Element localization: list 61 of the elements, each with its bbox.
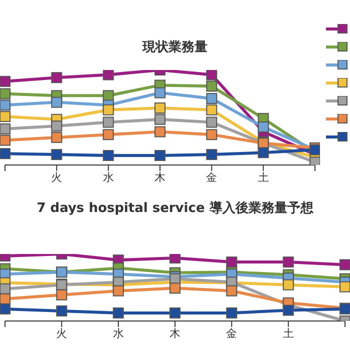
point [154, 126, 166, 138]
point [154, 87, 166, 98]
point [102, 129, 114, 140]
x-tick-label: 水 [102, 170, 114, 184]
point [102, 150, 114, 161]
point [206, 149, 218, 160]
point [112, 307, 124, 318]
point [51, 120, 62, 132]
point [51, 96, 62, 108]
point [0, 148, 10, 160]
point [154, 150, 166, 161]
point [51, 72, 62, 84]
point [206, 80, 218, 92]
point [226, 285, 238, 296]
point [340, 259, 350, 270]
point [170, 307, 180, 318]
chart-title: 現状業務量 [141, 39, 208, 56]
point [0, 100, 10, 111]
x-tick-label: 木 [154, 170, 166, 184]
point [282, 304, 294, 316]
point [258, 122, 269, 132]
x-tick-label: 火 [51, 170, 62, 184]
chart-title: 7 days hospital service 導入後業務量予想 [36, 200, 314, 217]
point [154, 114, 166, 125]
point [0, 111, 10, 122]
point [51, 149, 62, 160]
point [282, 256, 294, 268]
point [258, 147, 269, 158]
point [226, 307, 238, 318]
x-tick-label: 金 [206, 170, 218, 184]
point [56, 305, 68, 316]
point [102, 116, 114, 128]
point [51, 132, 62, 143]
x-tick-label: 土 [282, 326, 294, 340]
point [206, 104, 218, 116]
point [170, 254, 180, 264]
point [226, 256, 238, 268]
point [56, 289, 68, 300]
point [340, 281, 350, 292]
point [206, 93, 218, 104]
point [206, 70, 218, 80]
point [0, 76, 10, 87]
point [206, 129, 218, 140]
point [154, 102, 166, 114]
x-tick-label: 土 [258, 170, 269, 184]
x-tick-label: 木 [170, 326, 180, 340]
x-tick-label: 火 [56, 326, 68, 340]
point [0, 303, 10, 314]
x-tick-label: 金 [226, 326, 238, 340]
point [0, 134, 10, 146]
point [0, 283, 10, 294]
point [282, 279, 294, 290]
point [102, 104, 114, 116]
point [102, 70, 114, 80]
point [112, 285, 124, 296]
point [170, 282, 180, 294]
point [0, 293, 10, 304]
point [0, 123, 10, 134]
point [0, 88, 10, 100]
point [206, 116, 218, 128]
x-tick-label: 水 [112, 326, 124, 340]
